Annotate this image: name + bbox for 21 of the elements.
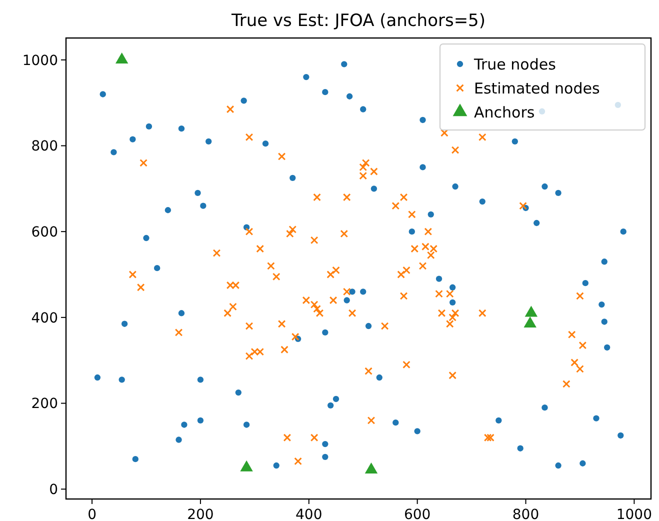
y-tick-label: 400	[31, 310, 58, 326]
point	[115, 52, 128, 64]
y-tick-label: 200	[31, 396, 58, 412]
x-tick-label: 400	[296, 507, 322, 521]
x-tick-label: 200	[187, 507, 214, 521]
legend-label: Estimated nodes	[474, 79, 600, 98]
x-tick-label: 0	[88, 507, 96, 521]
point	[240, 460, 253, 472]
y-tick-label: 1000	[22, 52, 58, 69]
x-tick-label: 1000	[616, 507, 652, 521]
chart-title: True vs Est: JFOA (anchors=5)	[230, 11, 486, 31]
x-tick-label: 600	[404, 507, 431, 521]
y-tick-label: 800	[31, 138, 58, 155]
point	[364, 462, 378, 474]
point	[524, 306, 538, 317]
y-tick-label: 600	[31, 224, 58, 240]
legend-label: True nodes	[473, 55, 556, 74]
legend-label: Anchors	[474, 103, 535, 122]
x-tick-label: 800	[512, 507, 540, 521]
y-tick-label: 0	[49, 482, 58, 498]
point	[524, 316, 536, 328]
